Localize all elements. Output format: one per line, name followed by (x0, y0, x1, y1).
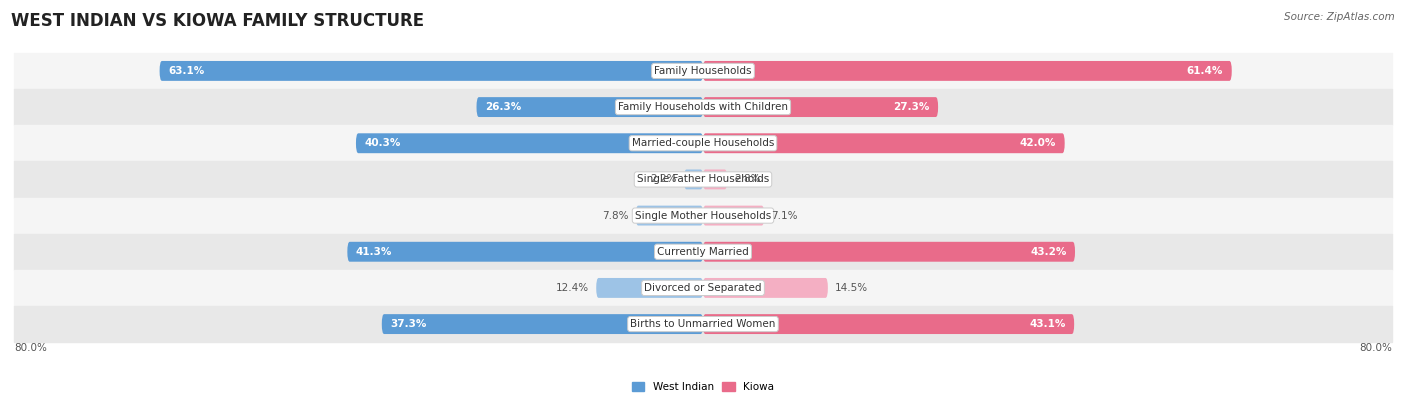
FancyBboxPatch shape (703, 242, 1076, 262)
Text: 80.0%: 80.0% (14, 342, 46, 353)
Text: Source: ZipAtlas.com: Source: ZipAtlas.com (1284, 12, 1395, 22)
Text: 42.0%: 42.0% (1019, 138, 1056, 148)
Text: Family Households: Family Households (654, 66, 752, 76)
FancyBboxPatch shape (703, 97, 938, 117)
Text: Births to Unmarried Women: Births to Unmarried Women (630, 319, 776, 329)
Text: 43.2%: 43.2% (1031, 247, 1066, 257)
Bar (14, 306, 1392, 342)
Text: 2.2%: 2.2% (651, 175, 678, 184)
FancyBboxPatch shape (636, 206, 703, 226)
FancyBboxPatch shape (703, 61, 1232, 81)
Text: 41.3%: 41.3% (356, 247, 392, 257)
Text: 63.1%: 63.1% (169, 66, 204, 76)
Bar (14, 234, 1392, 270)
Bar (14, 89, 1392, 125)
FancyBboxPatch shape (685, 169, 703, 189)
Text: 37.3%: 37.3% (391, 319, 427, 329)
FancyBboxPatch shape (160, 61, 703, 81)
Text: Married-couple Households: Married-couple Households (631, 138, 775, 148)
Text: WEST INDIAN VS KIOWA FAMILY STRUCTURE: WEST INDIAN VS KIOWA FAMILY STRUCTURE (11, 12, 425, 30)
Text: 12.4%: 12.4% (557, 283, 589, 293)
FancyBboxPatch shape (596, 278, 703, 298)
Legend: West Indian, Kiowa: West Indian, Kiowa (627, 378, 779, 395)
Bar (14, 270, 1392, 306)
Text: Divorced or Separated: Divorced or Separated (644, 283, 762, 293)
Text: 80.0%: 80.0% (1360, 342, 1392, 353)
FancyBboxPatch shape (477, 97, 703, 117)
Text: Single Mother Households: Single Mother Households (636, 211, 770, 220)
FancyBboxPatch shape (703, 278, 828, 298)
Text: Currently Married: Currently Married (657, 247, 749, 257)
FancyBboxPatch shape (382, 314, 703, 334)
FancyBboxPatch shape (703, 206, 763, 226)
Bar (14, 161, 1392, 198)
Text: Family Households with Children: Family Households with Children (619, 102, 787, 112)
Bar (14, 125, 1392, 161)
Text: 26.3%: 26.3% (485, 102, 522, 112)
Text: 7.1%: 7.1% (770, 211, 797, 220)
FancyBboxPatch shape (347, 242, 703, 262)
Text: 43.1%: 43.1% (1029, 319, 1066, 329)
Text: 40.3%: 40.3% (364, 138, 401, 148)
FancyBboxPatch shape (703, 133, 1064, 153)
Text: Single Father Households: Single Father Households (637, 175, 769, 184)
Text: 14.5%: 14.5% (835, 283, 868, 293)
Bar (14, 198, 1392, 234)
FancyBboxPatch shape (356, 133, 703, 153)
Text: 7.8%: 7.8% (602, 211, 628, 220)
Text: 27.3%: 27.3% (893, 102, 929, 112)
FancyBboxPatch shape (703, 169, 727, 189)
FancyBboxPatch shape (703, 314, 1074, 334)
Text: 2.8%: 2.8% (734, 175, 761, 184)
Text: 61.4%: 61.4% (1187, 66, 1223, 76)
Bar (14, 53, 1392, 89)
